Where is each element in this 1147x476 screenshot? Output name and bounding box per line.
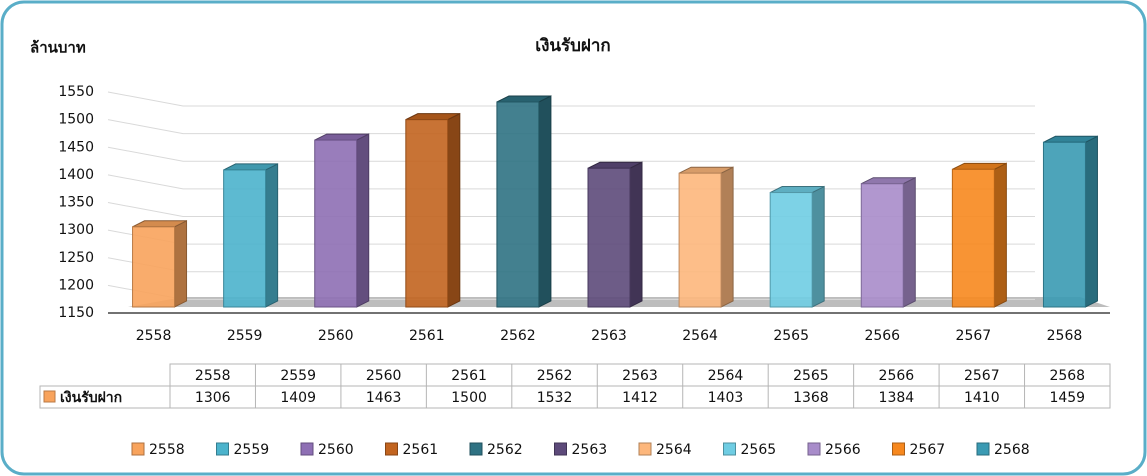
- bar-side: [174, 220, 188, 308]
- x-tick-label: 2560: [318, 328, 354, 344]
- grid-line: [107, 119, 1035, 135]
- y-tick-label: 1150: [58, 305, 94, 321]
- legend-label: 2558: [149, 442, 185, 458]
- bar: [223, 169, 267, 308]
- chart-title: เงินรับฝาก: [535, 36, 610, 56]
- y-axis-label: ล้านบาท: [30, 39, 86, 57]
- y-tick-label: 1250: [58, 250, 94, 266]
- table-header: 2568: [1049, 368, 1085, 384]
- table-value: 1412: [622, 390, 658, 406]
- table-value: 1306: [195, 390, 231, 406]
- legend-label: 2568: [994, 442, 1030, 458]
- legend-swatch: [638, 442, 652, 456]
- grid-line: [107, 202, 1035, 217]
- y-tick-label: 1350: [58, 195, 94, 211]
- table-header: 2561: [451, 368, 487, 384]
- table-value: 1368: [793, 390, 829, 406]
- legend-label: 2566: [825, 442, 861, 458]
- y-tick-label: 1400: [58, 167, 94, 183]
- x-tick-label: 2563: [591, 328, 627, 344]
- legend-swatch: [385, 442, 398, 456]
- grid-line: [107, 91, 1035, 107]
- bar-side: [356, 133, 370, 308]
- bar-side: [629, 161, 643, 308]
- table-value: 1463: [366, 390, 402, 406]
- bar: [678, 172, 722, 308]
- table-value: 1409: [280, 390, 316, 406]
- legend-swatch: [892, 442, 905, 456]
- legend-label: 2565: [741, 442, 777, 458]
- bar: [1042, 141, 1086, 308]
- bar-side: [902, 176, 916, 308]
- table-value: 1384: [879, 390, 915, 406]
- legend-label: 2567: [910, 442, 946, 458]
- bar: [769, 192, 813, 308]
- x-tick-label: 2567: [956, 328, 992, 344]
- table-value: 1500: [451, 390, 487, 406]
- bar-side: [1084, 135, 1098, 308]
- table-value: 1410: [964, 390, 1000, 406]
- bar-side: [538, 95, 552, 308]
- bar: [951, 168, 995, 308]
- legend-swatch: [807, 442, 821, 456]
- legend-swatch: [469, 442, 483, 456]
- legend-label: 2562: [487, 442, 523, 458]
- grid-line: [107, 146, 1035, 162]
- y-tick-label: 1550: [58, 84, 94, 100]
- bar-side: [447, 112, 461, 308]
- table-header: 2564: [708, 368, 744, 384]
- y-tick-label: 1200: [58, 277, 94, 293]
- legend-swatch: [300, 442, 314, 456]
- x-tick-label: 2566: [864, 328, 900, 344]
- bar-side: [993, 162, 1007, 308]
- table-series-name: เงินรับฝาก: [60, 390, 122, 406]
- legend-swatch: [554, 442, 567, 456]
- legend-label: 2560: [318, 442, 354, 458]
- table-legend-key: [43, 390, 56, 403]
- bar: [405, 119, 449, 308]
- bar: [496, 101, 540, 308]
- x-tick-label: 2564: [682, 328, 718, 344]
- table-value: 1532: [537, 390, 573, 406]
- y-tick-label: 1450: [58, 139, 94, 155]
- bar-side: [720, 166, 734, 308]
- x-tick-label: 2561: [409, 328, 445, 344]
- table-header: 2566: [879, 368, 915, 384]
- table-header: 2559: [280, 368, 316, 384]
- y-tick-label: 1500: [58, 112, 94, 128]
- x-tick-label: 2558: [136, 328, 172, 344]
- legend-label: 2559: [234, 442, 270, 458]
- legend-swatch: [723, 442, 736, 456]
- bar: [860, 183, 904, 308]
- table-value: 1459: [1049, 390, 1085, 406]
- table-header: 2567: [964, 368, 1000, 384]
- legend-label: 2563: [572, 442, 608, 458]
- y-tick-label: 1300: [58, 222, 94, 238]
- table-header: 2565: [793, 368, 829, 384]
- x-tick-label: 2568: [1047, 328, 1083, 344]
- bar: [132, 226, 176, 308]
- grid-line: [107, 174, 1035, 190]
- bar: [314, 139, 358, 308]
- table-value: 1403: [708, 390, 744, 406]
- table-header: 2560: [366, 368, 402, 384]
- legend-swatch: [976, 442, 990, 456]
- x-tick-label: 2565: [773, 328, 809, 344]
- legend-swatch: [216, 442, 229, 456]
- table-border: [39, 385, 1111, 409]
- legend-swatch: [131, 442, 145, 456]
- x-tick-label: 2559: [227, 328, 263, 344]
- table-header: 2563: [622, 368, 658, 384]
- x-tick-label: 2562: [500, 328, 536, 344]
- table-header: 2562: [537, 368, 573, 384]
- bar: [587, 167, 631, 308]
- legend-label: 2564: [656, 442, 692, 458]
- legend-label: 2561: [403, 442, 439, 458]
- table-header: 2558: [195, 368, 231, 384]
- bar-side: [265, 163, 279, 308]
- bar-side: [811, 185, 825, 308]
